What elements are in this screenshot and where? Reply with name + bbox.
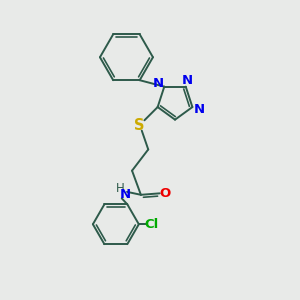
Text: N: N [182, 74, 193, 87]
Text: O: O [159, 187, 171, 200]
Text: H: H [116, 182, 124, 195]
Text: S: S [134, 118, 145, 133]
Text: Cl: Cl [144, 218, 159, 231]
Text: N: N [153, 76, 164, 90]
Text: N: N [193, 103, 204, 116]
Text: N: N [120, 188, 131, 201]
